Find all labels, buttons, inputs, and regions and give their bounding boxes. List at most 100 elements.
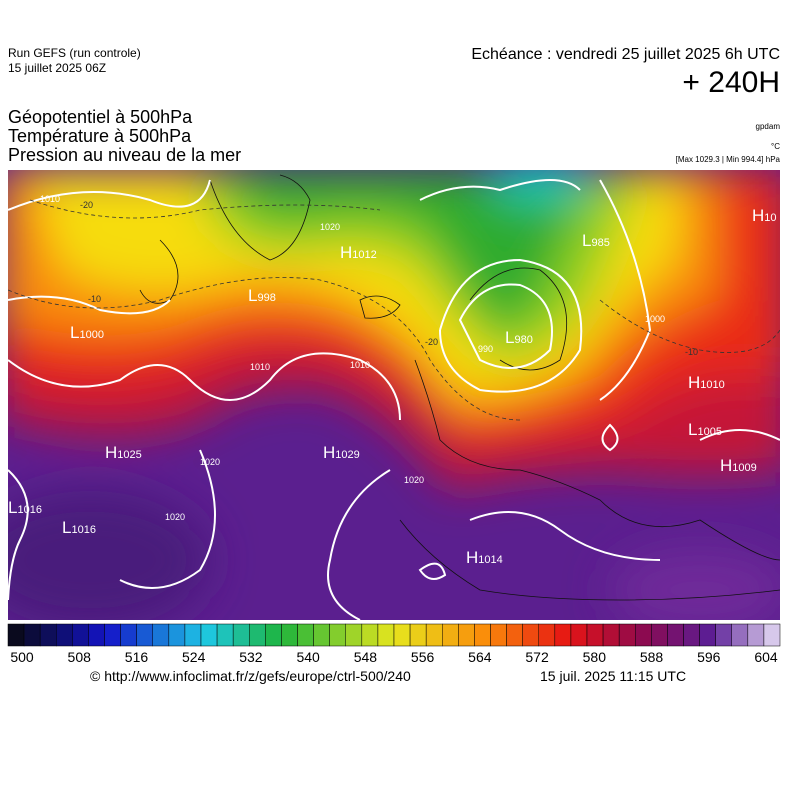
colorbar-cell <box>683 623 700 647</box>
colorbar-cell <box>329 623 346 647</box>
colorbar-cell <box>104 623 121 647</box>
run-label: Run GEFS (run controle) <box>8 46 141 60</box>
contour-label: 1000 <box>645 314 665 324</box>
pressure-center: L985 <box>582 231 610 251</box>
contour-label: -20 <box>80 200 93 210</box>
colorbar-cell <box>200 623 218 647</box>
pressure-center: H10 <box>752 206 777 226</box>
pressure-center: H1010 <box>688 373 725 393</box>
valid-time: Echéance : vendredi 25 juillet 2025 6h U… <box>471 46 780 63</box>
field <box>8 170 780 620</box>
center-type: L <box>248 286 258 305</box>
title-2: Température à 500hPa <box>8 126 192 146</box>
center-value: 1009 <box>732 462 757 474</box>
pressure-center: L1000 <box>70 323 104 343</box>
contour-label: 1020 <box>200 457 220 467</box>
colorbar-cell <box>249 623 266 647</box>
colorbar-cell <box>474 623 491 647</box>
center-value: 980 <box>514 334 533 346</box>
center-value: 1029 <box>335 449 360 461</box>
colorbar-cell <box>715 623 733 647</box>
contour-label: 1020 <box>165 512 185 522</box>
colorbar-cell <box>184 623 202 647</box>
pressure-extremes: [Max 1029.3 | Min 994.4] hPa <box>675 155 780 164</box>
center-type: H <box>323 443 336 462</box>
contour-label: -20 <box>425 337 438 347</box>
center-value: 1000 <box>79 329 104 341</box>
pressure-center: L998 <box>248 286 276 306</box>
colorbar-tick-label: 508 <box>68 649 92 665</box>
title-1: Géopotentiel à 500hPa <box>8 107 193 127</box>
colorbar-cell <box>297 623 314 647</box>
colorbar-tick-label: 580 <box>583 649 607 665</box>
center-value: 985 <box>591 237 610 249</box>
run-date: 15 juillet 2025 06Z <box>8 61 107 75</box>
colorbar-cell <box>136 623 154 647</box>
colorbar-cell <box>232 623 250 647</box>
center-type: L <box>62 518 72 537</box>
colorbar-tick-label: 596 <box>697 649 721 665</box>
colorbar-cell <box>651 623 668 647</box>
colorbar-cell <box>39 623 57 647</box>
pressure-center: L980 <box>505 328 533 348</box>
colorbar-tick-label: 500 <box>10 649 34 665</box>
colorbar-tick-label: 540 <box>296 649 320 665</box>
center-value: 1016 <box>71 524 96 536</box>
center-value: 1005 <box>697 426 722 438</box>
colorbar-tick-label: 548 <box>354 649 378 665</box>
center-type: H <box>105 443 118 462</box>
contour-label: 1020 <box>404 475 424 485</box>
contour-label: 990 <box>478 344 493 354</box>
colorbar-cell <box>281 623 298 647</box>
contour-label: -10 <box>685 347 698 357</box>
colorbar-tick-label: 572 <box>525 649 549 665</box>
contour-label: -10 <box>88 294 101 304</box>
center-value: 998 <box>257 292 276 304</box>
pressure-center: H1009 <box>720 456 757 476</box>
colorbar-cell <box>361 623 379 647</box>
colorbar-cell <box>570 623 588 647</box>
colorbar-tick-label: 516 <box>125 649 149 665</box>
contour-label: 1010 <box>250 362 270 372</box>
colorbar-cell <box>7 623 25 647</box>
colorbar-cell <box>554 623 572 647</box>
colorbar-cell <box>522 623 540 647</box>
colorbar-cell <box>168 623 186 647</box>
colorbar-tick-label: 524 <box>182 649 206 665</box>
center-type: L <box>688 420 698 439</box>
pressure-center: H1029 <box>323 443 360 463</box>
colorbar-cell <box>442 623 459 647</box>
pressure-center: H1012 <box>340 243 377 263</box>
colorbar-cell <box>152 623 170 647</box>
colorbar-cell <box>667 623 684 647</box>
colorbar-cell <box>120 623 137 647</box>
center-value: 1012 <box>352 249 377 261</box>
colorbar-cell <box>763 623 781 647</box>
center-value: 1014 <box>478 554 503 566</box>
colorbar-cell <box>490 623 507 647</box>
colorbar-tick-label: 532 <box>239 649 263 665</box>
colorbar-cell <box>747 623 765 647</box>
colorbar-cell <box>72 623 89 647</box>
colorbar-cell <box>56 623 73 647</box>
pressure-center: H1025 <box>105 443 142 463</box>
pressure-center: L1005 <box>688 420 722 440</box>
contour-label: 1010 <box>40 194 60 204</box>
center-type: L <box>505 328 515 347</box>
center-value: 10 <box>764 212 777 224</box>
colorbar-cell <box>731 623 749 647</box>
colorbar-cell <box>216 623 234 647</box>
colorbar-cell <box>313 623 330 647</box>
center-value: 1016 <box>17 504 42 516</box>
center-value: 1025 <box>117 449 142 461</box>
colorbar-tick-label: 588 <box>640 649 664 665</box>
center-type: H <box>752 206 765 225</box>
colorbar-cell <box>23 623 41 647</box>
colorbar-cell <box>345 623 363 647</box>
lead-time: + 240H <box>682 66 780 99</box>
colorbar-cell <box>265 623 282 647</box>
colorbar-cell <box>699 623 716 647</box>
colorbar-tick-label: 556 <box>411 649 435 665</box>
